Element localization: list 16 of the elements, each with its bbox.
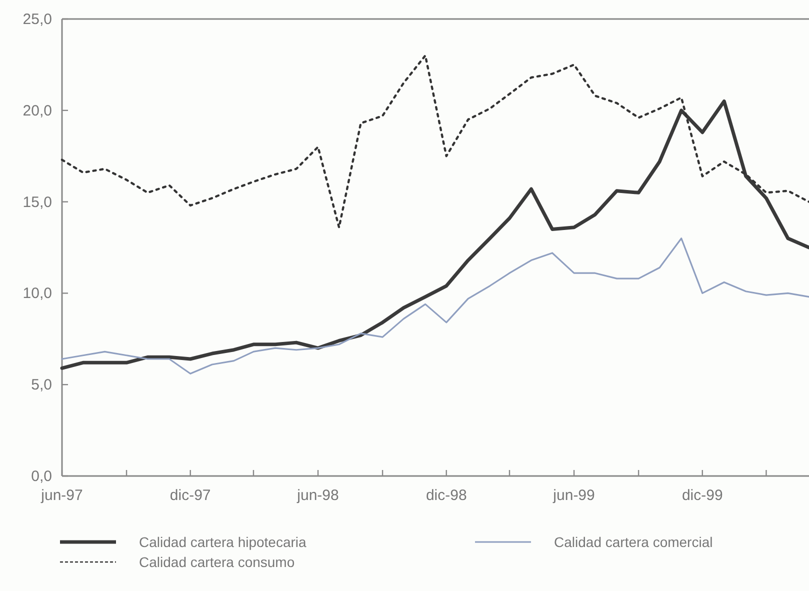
x-tick-label: jun-97 <box>40 487 83 504</box>
x-tick-label: dic-97 <box>170 487 211 504</box>
y-tick-label: 5,0 <box>31 376 52 394</box>
y-tick-label: 0,0 <box>31 468 52 485</box>
y-tick-label: 10,0 <box>22 285 52 302</box>
x-tick-label: dic-98 <box>426 487 467 504</box>
legend-label: Calidad cartera consumo <box>139 554 295 570</box>
x-tick-label: dic-99 <box>682 487 723 504</box>
y-tick-label: 20,0 <box>22 102 52 120</box>
x-tick-label: jun-99 <box>552 487 595 504</box>
x-tick-label: jun-98 <box>296 487 339 504</box>
legend-label: Calidad cartera hipotecaria <box>139 534 307 550</box>
y-tick-label: 15,0 <box>22 194 52 211</box>
line-series <box>61 238 809 374</box>
legend-label: Calidad cartera comercial <box>554 534 713 550</box>
y-tick-label: 25,0 <box>22 11 52 28</box>
